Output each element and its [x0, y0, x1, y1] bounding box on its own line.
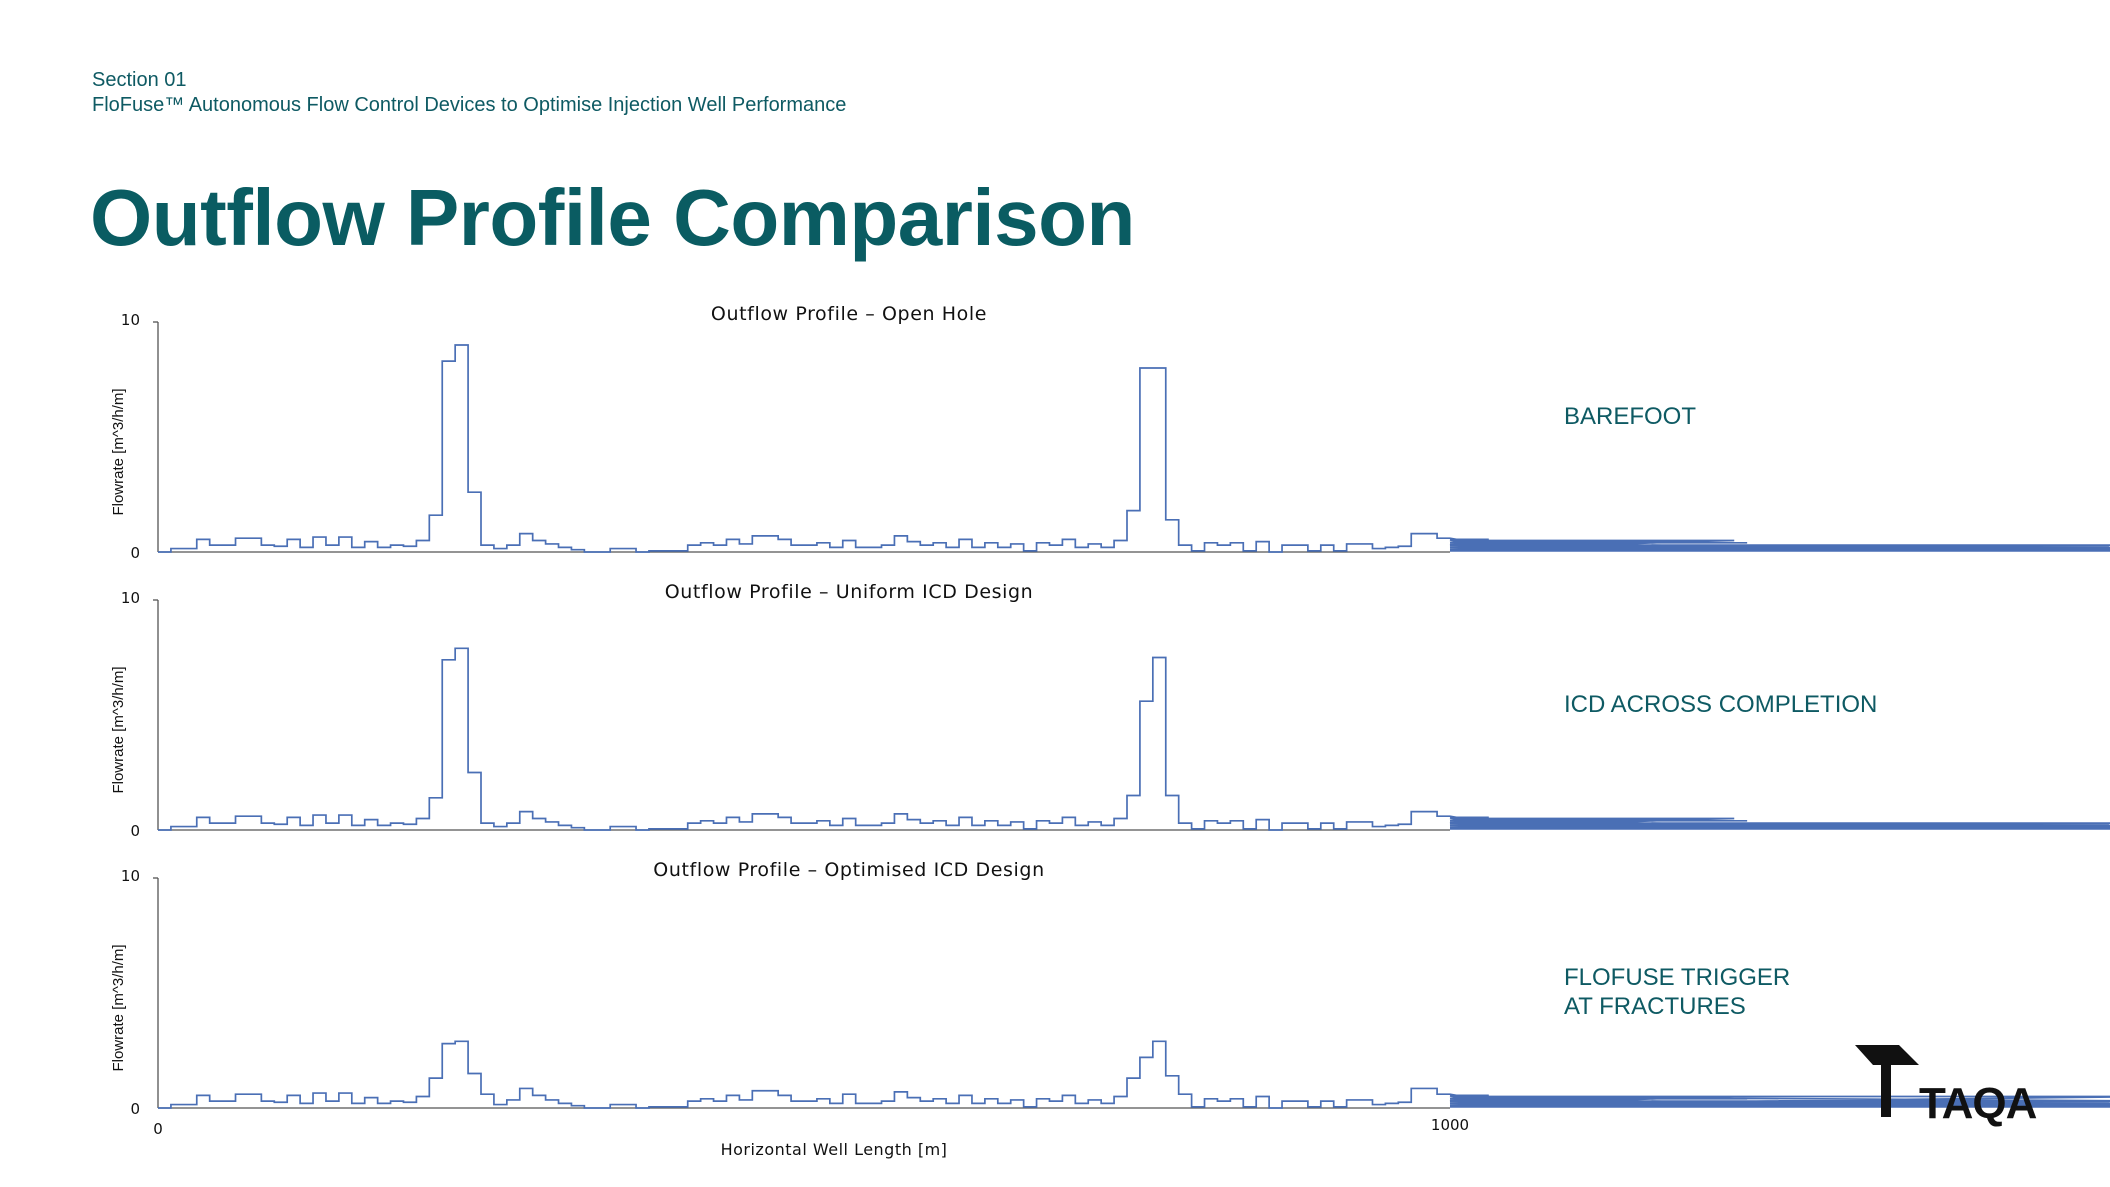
- taqa-logo: TAQA: [1855, 1045, 2045, 1135]
- chart-title-2: Outflow Profile – Uniform ICD Design: [665, 581, 1034, 603]
- y-axis-label-1: Flowrate [m^3/h/m]: [110, 388, 127, 515]
- y-tick-label-max-1: 10: [121, 311, 140, 329]
- series-line-2-1: [158, 647, 2110, 831]
- x-tick-label-min: 0: [153, 1120, 163, 1138]
- y-axis-label-3: Flowrate [m^3/h/m]: [110, 944, 127, 1071]
- series-line-1-1: [158, 344, 2110, 553]
- label-icd-across-completion: ICD ACROSS COMPLETION: [1564, 691, 1878, 718]
- taqa-logo-icon: [1855, 1045, 1919, 1117]
- y-tick-label-max-3: 10: [121, 867, 140, 885]
- y-tick-label-min-2: 0: [130, 822, 140, 840]
- page-subtitle: FloFuse™ Autonomous Flow Control Devices…: [92, 94, 847, 116]
- chart-title-1: Outflow Profile – Open Hole: [711, 303, 987, 325]
- label-flofuse-trigger: FLOFUSE TRIGGER AT FRACTURES: [1564, 963, 1790, 1021]
- section-label: Section 01: [92, 69, 187, 91]
- chart-title-3: Outflow Profile – Optimised ICD Design: [653, 859, 1044, 881]
- label-flofuse-line1: FLOFUSE TRIGGER: [1564, 964, 1791, 991]
- y-axis-label-2: Flowrate [m^3/h/m]: [110, 666, 127, 793]
- label-flofuse-line2: AT FRACTURES: [1564, 993, 1746, 1020]
- x-tick-label-max: 1000: [1431, 1116, 1469, 1134]
- series-line-3-1: [158, 1040, 2110, 1109]
- taqa-logo-text: TAQA: [1919, 1079, 2037, 1128]
- y-tick-label-min-1: 0: [130, 544, 140, 562]
- x-axis-label: Horizontal Well Length [m]: [721, 1140, 948, 1159]
- y-tick-label-max-2: 10: [121, 589, 140, 607]
- label-barefoot: BAREFOOT: [1564, 403, 1697, 430]
- page-title: Outflow Profile Comparison: [90, 173, 1135, 262]
- y-tick-label-min-3: 0: [130, 1100, 140, 1118]
